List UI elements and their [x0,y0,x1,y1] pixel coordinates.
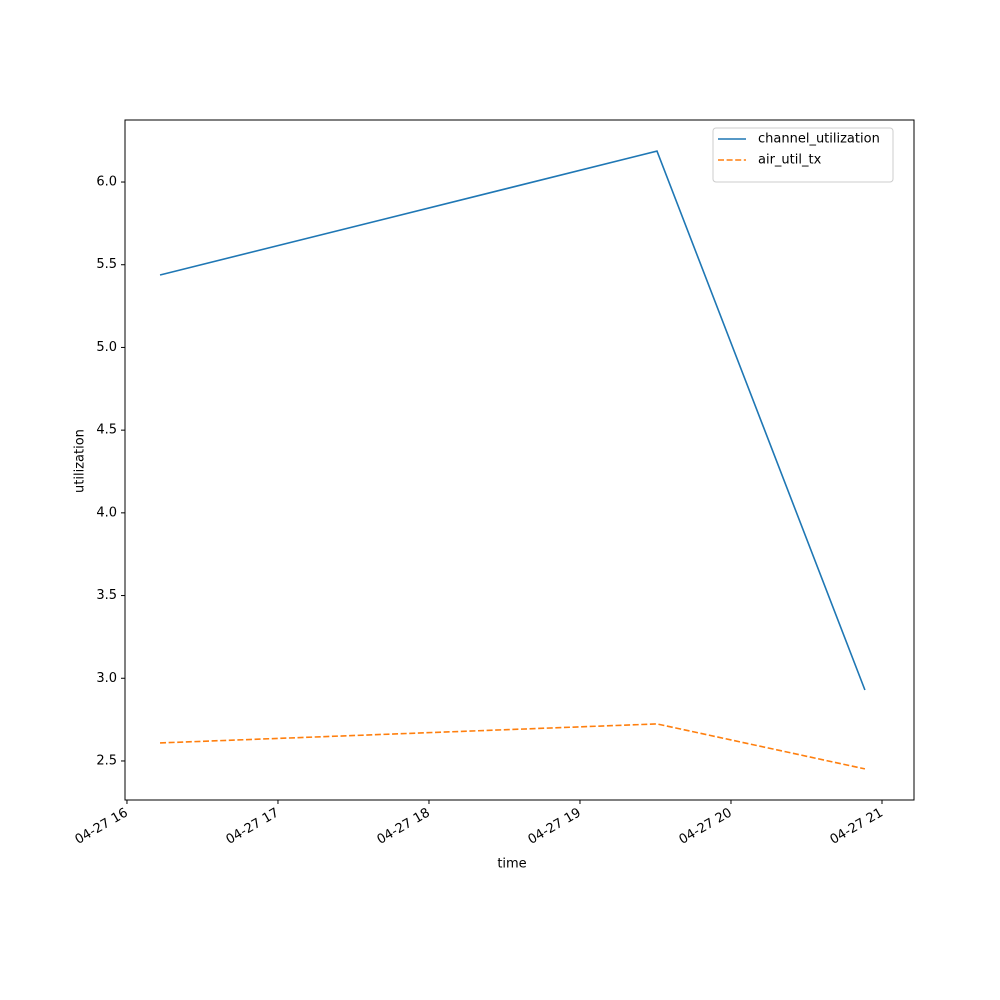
legend-box [712,127,894,183]
y-tick-label: 5.5 [96,257,117,272]
y-tick-label: 6.0 [96,175,117,190]
legend-label: air_util_tx [758,153,822,168]
y-tick-label: 5.0 [96,340,117,355]
y-tick-label: 3.0 [96,671,117,686]
x-axis-label: time [497,857,526,872]
y-tick-label: 3.5 [96,588,117,603]
y-tick-label: 4.0 [96,505,117,520]
y-axis-label: utilization [73,429,88,493]
series-line [159,150,866,691]
y-tick-label: 4.5 [96,423,117,438]
series-line [160,723,866,770]
y-tick-label: 2.5 [96,753,117,768]
axes-frame [124,119,915,801]
legend-label: channel_utilization [758,132,880,147]
